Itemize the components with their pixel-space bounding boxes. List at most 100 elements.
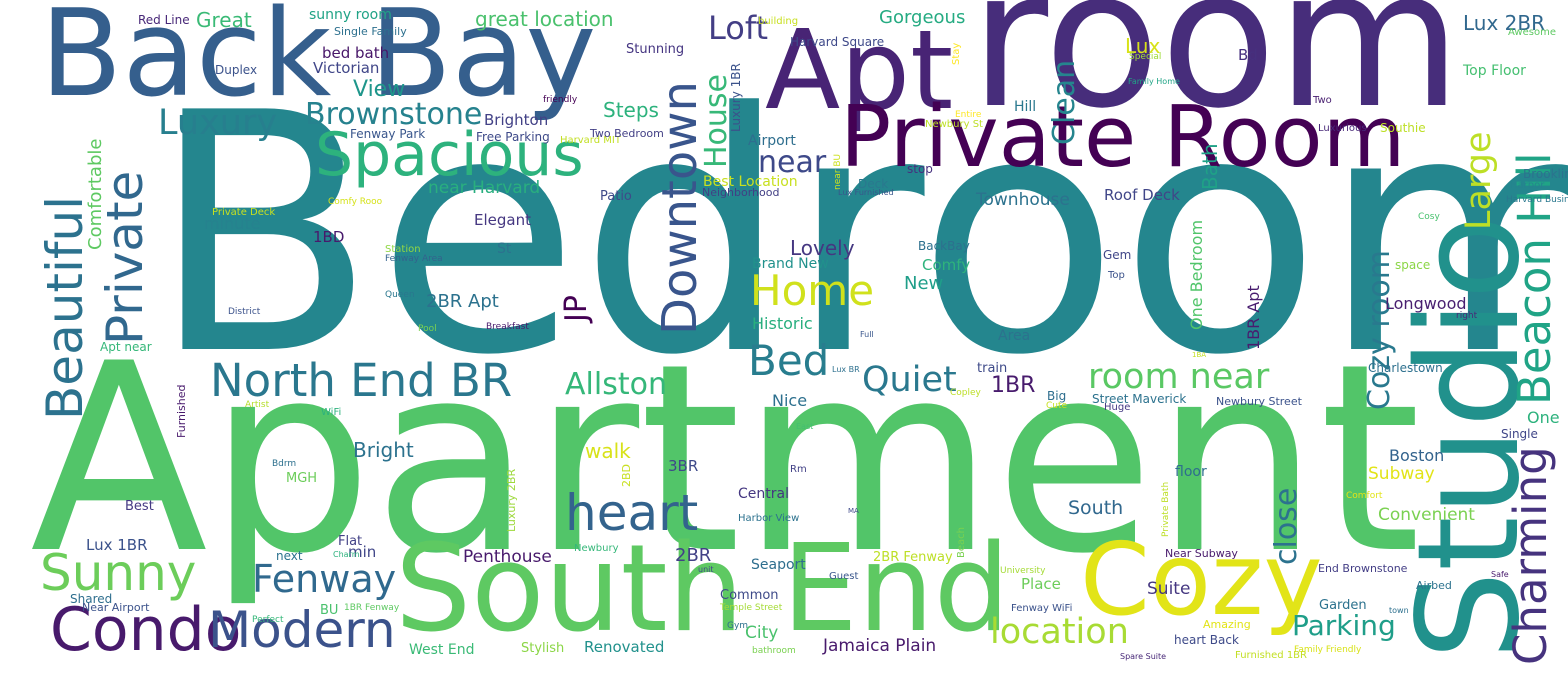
word-heart: heart [565, 484, 699, 542]
word-brand-new: Brand New [752, 256, 829, 272]
word-sunny: Sunny [40, 544, 197, 602]
word-one: One [1527, 408, 1560, 427]
word-1br-fenway: 1BR Fenway [344, 603, 400, 613]
word-brookline: Brookline [1523, 167, 1568, 181]
word-apartment: Apartment [30, 309, 1422, 611]
word-red-line: Red Line [138, 13, 190, 27]
word-cozy: Cozy [1080, 521, 1323, 638]
word-victorian: Victorian [313, 59, 380, 77]
word-2br-fenway: 2BR Fenway [873, 550, 953, 565]
word-st: St [497, 241, 512, 257]
word-cute: Cute [1046, 401, 1068, 411]
word-subway: Subway [1368, 464, 1435, 484]
word-downtown: Downtown [652, 81, 708, 335]
word-furnished: Furnished [175, 384, 188, 438]
word-stylish: Stylish [521, 641, 565, 656]
word-best-location: Best Location [703, 174, 798, 190]
word-two: Two [1313, 95, 1332, 106]
word-roof-deck: Roof Deck [1104, 186, 1180, 204]
word-2br-apt: 2BR Apt [426, 291, 499, 312]
word-brighton: Brighton [484, 111, 549, 129]
word-temple-street: Temple Street [720, 603, 783, 613]
word-historic: Historic [752, 314, 813, 333]
word-harvard-square: Harvard Square [790, 35, 885, 49]
word-unit: unit [698, 565, 714, 574]
word-townhouse: Townhouse [976, 190, 1070, 210]
word-east: East [796, 422, 814, 431]
word-1bd: 1BD [313, 228, 345, 246]
word-single: Single [1501, 427, 1538, 441]
word-next: next [276, 549, 303, 563]
word-newbury: Newbury [574, 543, 619, 554]
word-end-brownstone: End Brownstone [1318, 562, 1408, 575]
word-luxury-1br: Luxury 1BR [729, 63, 743, 132]
word-free-parking: Free Parking [476, 130, 550, 144]
word-perfect: Perfect [252, 615, 284, 625]
word-two-bedroom: Two Bedroom [590, 127, 664, 140]
word-jamaica-plain: Jamaica Plain [823, 636, 937, 656]
word-luxury: Luxury [158, 103, 278, 143]
word-large: Large [1459, 131, 1499, 230]
word-queen: Queen [385, 290, 415, 300]
word-safe: Safe [1491, 570, 1509, 579]
word-southie: Southie [1380, 121, 1426, 135]
word-ma: MA [848, 507, 859, 515]
word-hill: Hill [1014, 99, 1037, 115]
word-mgh: MGH [286, 471, 318, 486]
word-backbay: BackBay [918, 239, 970, 253]
word-copley: Copley [950, 388, 981, 398]
word-beautiful: Beautiful [36, 195, 94, 420]
word-friendly: friendly [543, 95, 578, 105]
word-bd: Bd [1238, 46, 1258, 64]
word-great: Great [196, 8, 252, 32]
word-walk: walk [585, 439, 631, 463]
word-quiet: Quiet [862, 360, 957, 400]
word-building: building [758, 16, 799, 27]
word-near-harvard: near Harvard [428, 178, 541, 198]
word-apt-near: Apt near [100, 340, 152, 354]
word-special: Special [1129, 52, 1162, 62]
word-brownstone: Brownstone [305, 97, 483, 132]
word-bedroom: Bedroom [150, 43, 1568, 427]
word-floor: floor [1175, 464, 1207, 480]
word-harbor: Harbor [1510, 180, 1545, 191]
word-clean: Clean [1047, 59, 1082, 145]
word-duplex: Duplex [215, 63, 258, 77]
word-gym: Gym [727, 621, 749, 631]
word-big: Big [1047, 389, 1067, 403]
word-bu: BU [320, 603, 339, 618]
word-west-end: West End [409, 642, 475, 658]
word-wifi: WiFi [321, 407, 342, 418]
word-central: Central [738, 486, 789, 502]
word-newbury-street: Newbury Street [1216, 395, 1302, 408]
word-elegant: Elegant [474, 211, 531, 229]
word-gem: Gem [1103, 248, 1132, 262]
word-luxurious: Luxurious [1318, 123, 1367, 134]
word-single-family: Single Family [334, 25, 407, 38]
word-lux: Lux [1125, 34, 1161, 58]
word-loft: Loft [708, 9, 769, 47]
word-common: Common [720, 588, 779, 603]
word-fenway-wifi: Fenway WiFi [1011, 603, 1073, 614]
word-place: Place [1021, 575, 1061, 593]
word-cosy: Cosy [1418, 212, 1440, 222]
word-near: near [758, 145, 827, 180]
word-private-deck: Private Deck [212, 207, 276, 218]
word-near-airport: Near Airport [82, 601, 150, 614]
word-one-bedroom: One Bedroom [1187, 219, 1206, 330]
word-beach: Beach [956, 527, 967, 558]
word-2bd: 2BD [620, 463, 633, 487]
word-breakfast: Breakfast [486, 322, 529, 332]
word-1ba: 1BA [1192, 351, 1207, 359]
word-airport: Airport [748, 133, 796, 149]
word-suite: Suite [1147, 579, 1191, 599]
word-street-maverick: Street Maverick [1092, 392, 1187, 406]
word-top: Top [1108, 270, 1125, 281]
word-airbed: Airbed [1416, 579, 1452, 592]
word-garden: Garden [1319, 598, 1367, 613]
word-fenway-park: Fenway Park [350, 127, 426, 141]
word-bed: Bed [748, 336, 830, 385]
word-home: Home [750, 266, 875, 315]
word-lux-2br: Lux 2BR [1463, 11, 1546, 35]
